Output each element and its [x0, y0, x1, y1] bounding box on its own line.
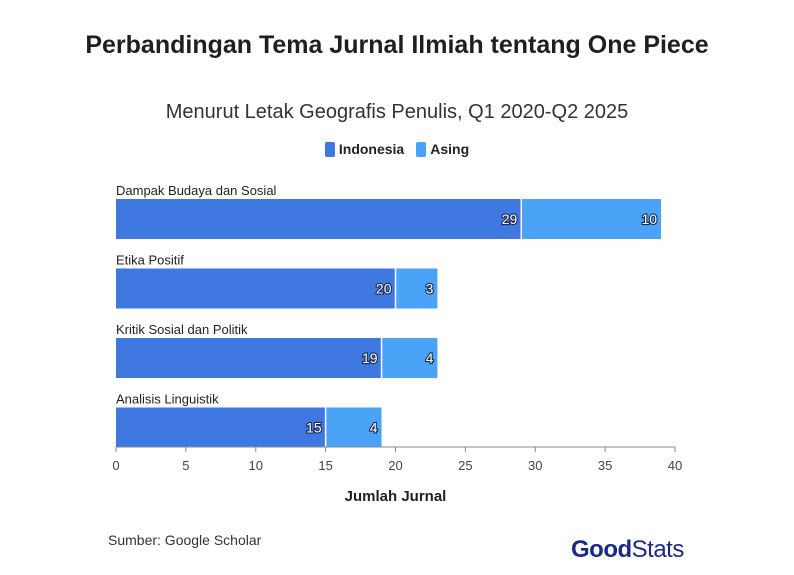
x-axis-title: Jumlah Jurnal [345, 488, 447, 505]
x-tick-label: 0 [112, 458, 119, 473]
chart-subtitle: Menurut Letak Geografis Penulis, Q1 2020… [165, 101, 629, 123]
x-tick-label: 35 [598, 458, 612, 473]
legend: Indonesia Asing [0, 141, 794, 157]
data-label: 19 [362, 350, 378, 366]
chart-title: Perbandingan Tema Jurnal Ilmiah tentang … [85, 31, 709, 59]
data-label: 20 [376, 281, 392, 297]
data-label: 4 [370, 420, 378, 436]
bar-indonesia-1 [116, 268, 396, 309]
category-label: Analisis Linguistik [116, 392, 219, 407]
data-label: 10 [641, 211, 657, 227]
bar-asing-0 [521, 199, 662, 239]
logo-part-good: Good [571, 536, 632, 563]
data-label: 4 [426, 350, 434, 366]
category-label: Kritik Sosial dan Politik [116, 322, 248, 337]
x-tick-label: 10 [249, 458, 263, 473]
legend-item-asing: Asing [416, 141, 469, 157]
bar-indonesia-3 [116, 407, 326, 448]
bar-indonesia-0 [116, 199, 522, 239]
data-label: 29 [502, 211, 518, 227]
legend-label-asing: Asing [430, 141, 470, 157]
logo-part-stats: Stats [631, 536, 685, 563]
legend-label-indonesia: Indonesia [338, 141, 405, 157]
x-tick-label: 40 [668, 458, 682, 473]
x-tick-label: 25 [458, 458, 472, 473]
legend-item-indonesia: Indonesia [324, 141, 405, 157]
x-tick-label: 20 [388, 458, 402, 473]
data-label: 15 [306, 420, 322, 436]
bar-indonesia-2 [116, 338, 382, 378]
legend-swatch-indonesia [324, 141, 335, 157]
category-label: Etika Positif [116, 253, 184, 268]
bar-asing-3 [325, 407, 382, 448]
x-tick-label: 30 [528, 458, 542, 473]
bar-asing-2 [381, 338, 438, 378]
bar-asing-1 [395, 268, 438, 309]
source-note: Sumber: Google Scholar [108, 532, 262, 548]
legend-swatch-asing [416, 141, 427, 157]
x-tick-label: 15 [318, 458, 332, 473]
category-label: Dampak Budaya dan Sosial [116, 183, 277, 198]
data-label: 3 [426, 281, 434, 297]
goodstats-logo: GoodStats [571, 536, 684, 564]
x-tick-label: 5 [182, 458, 189, 473]
